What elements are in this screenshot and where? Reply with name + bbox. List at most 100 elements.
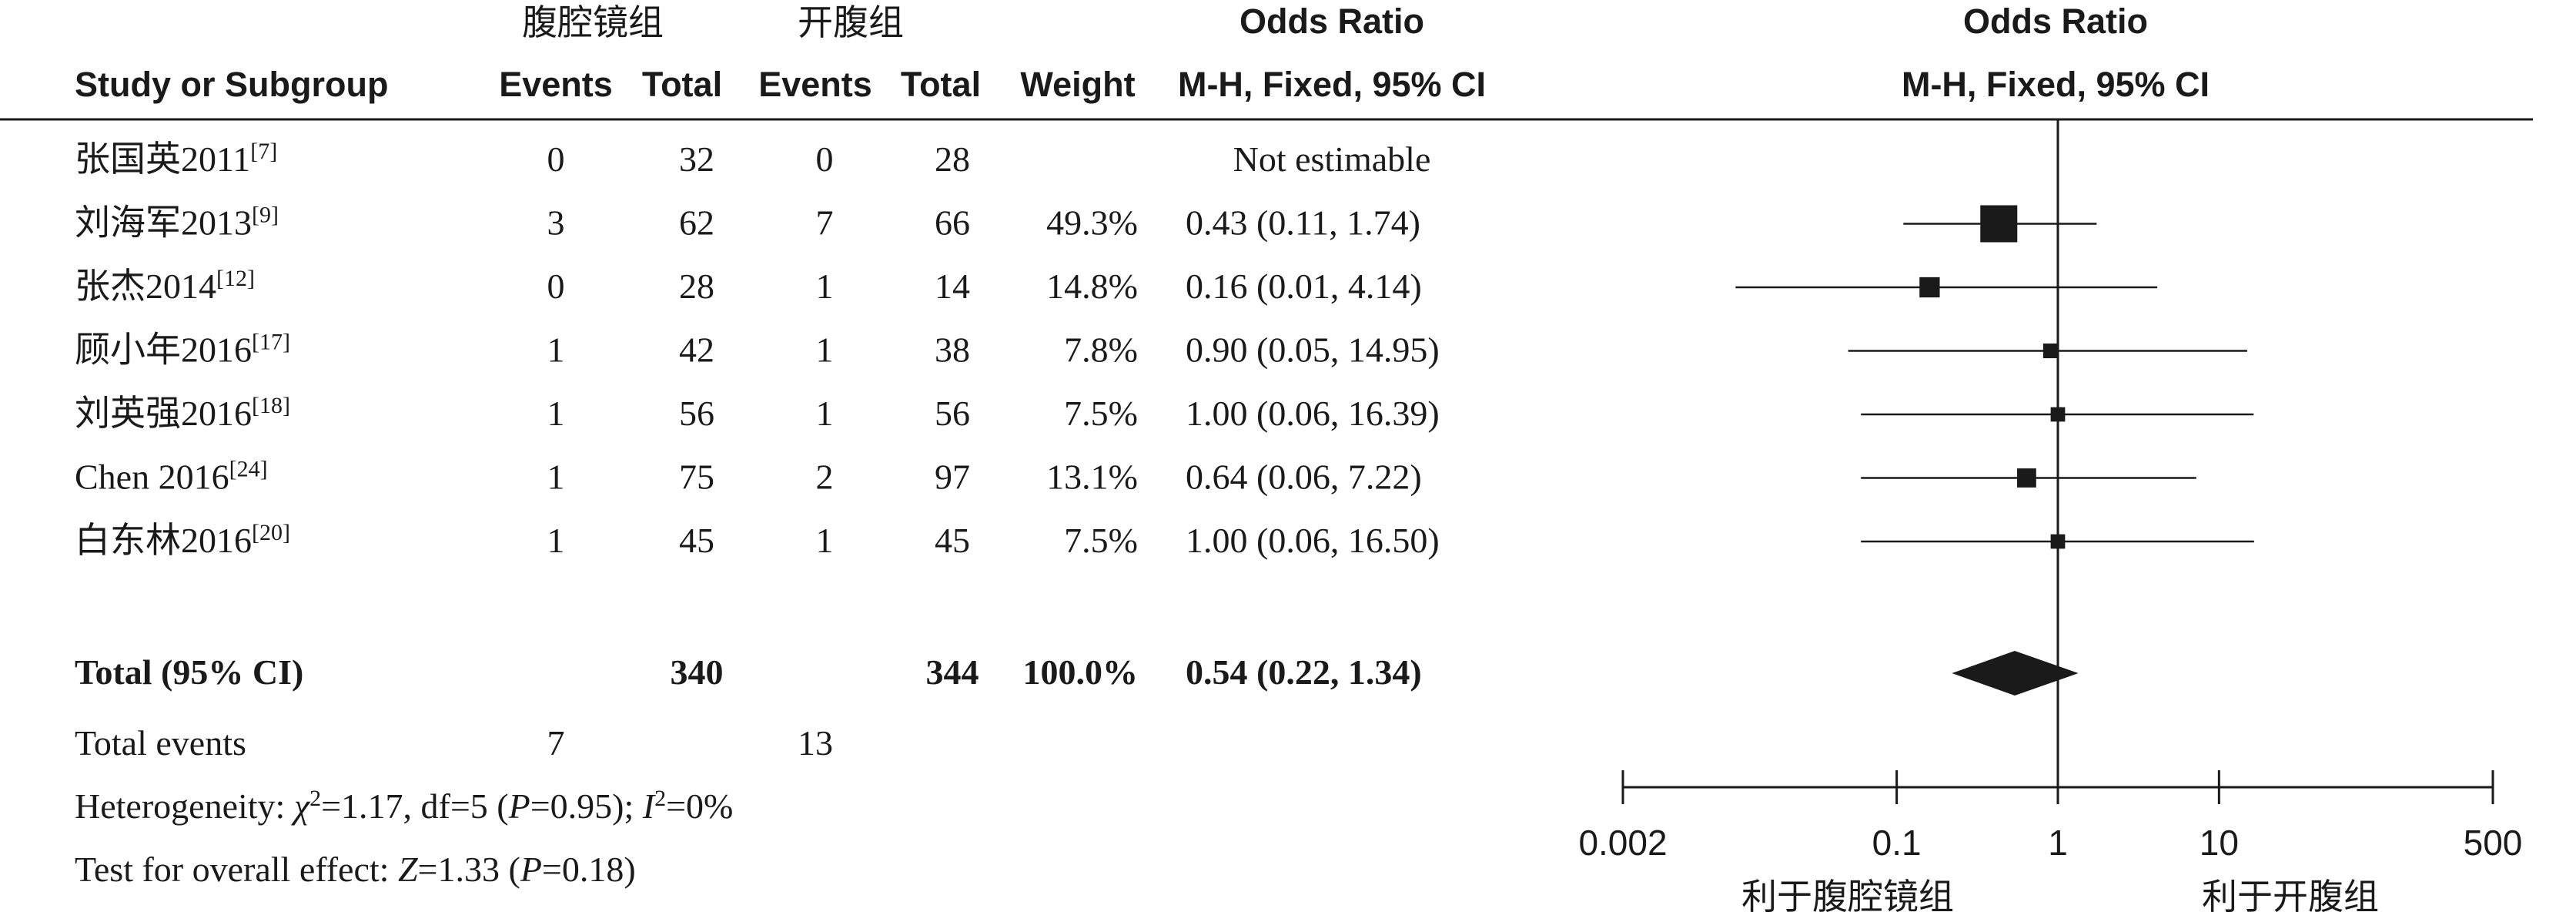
study-reference: [20]	[252, 520, 290, 545]
weight-cell: 7.5%	[1064, 394, 1138, 433]
study-name-text: 白东林2016	[75, 521, 252, 560]
weight-cell: 49.3%	[1046, 203, 1138, 243]
ci-cell: 1.00 (0.06, 16.50)	[1186, 521, 1440, 560]
total-n1: 340	[671, 652, 724, 692]
effect-square	[2050, 407, 2066, 422]
chi-exponent: 2	[309, 786, 321, 811]
i-symbol: I	[642, 786, 657, 826]
group1-header: 腹腔镜组	[522, 2, 664, 42]
events2-cell: 7	[816, 203, 834, 243]
total2-cell: 66	[935, 203, 970, 243]
effect-square	[1980, 205, 2018, 243]
study-name-text: 张国英2011	[75, 139, 250, 179]
events2-cell: 0	[816, 139, 834, 179]
heterogeneity-prefix: Heterogeneity:	[75, 786, 294, 826]
study-column-header: Study or Subgroup	[75, 65, 388, 104]
study-name: 顾小年2016[17]	[75, 330, 290, 370]
total2-cell: 14	[935, 267, 970, 306]
study-reference: [12]	[216, 266, 255, 291]
study-row: 顾小年2016[17] 1 42 1 38 7.8% 0.90 (0.05, 14.95)	[75, 330, 1440, 370]
total1-cell: 42	[679, 330, 714, 370]
total-ci: 0.54 (0.22, 1.34)	[1186, 652, 1422, 692]
total-events-label: Total events	[75, 723, 246, 763]
method-column-header: M-H, Fixed, 95% CI	[1178, 65, 1486, 104]
study-name: 张国英2011[7]	[75, 139, 277, 179]
chi-rest: =1.17, df=5 (	[321, 786, 509, 826]
x-tick-label: 500	[2464, 823, 2523, 863]
study-name: 刘英强2016[18]	[75, 393, 290, 433]
pooled-effect-diamond	[1952, 651, 2079, 696]
events2-column-header: Events	[758, 65, 872, 104]
events2-cell: 1	[816, 267, 834, 306]
total2-cell: 38	[935, 330, 970, 370]
total1-cell: 32	[679, 139, 714, 179]
total1-column-header: Total	[642, 65, 722, 104]
events1-cell: 1	[547, 458, 565, 497]
odds-ratio-column-title: Odds Ratio	[1239, 2, 1424, 41]
total-events-row: Total events 7 13	[75, 723, 833, 763]
study-reference: [9]	[252, 203, 279, 228]
favours-left-label: 利于腹腔镜组	[1741, 877, 1954, 917]
study-name-text: 刘海军2013	[75, 203, 252, 243]
events2-cell: 1	[816, 394, 834, 433]
i-rest: =0%	[666, 786, 733, 826]
total2-cell: 28	[935, 139, 970, 179]
total2-cell: 45	[935, 521, 970, 560]
study-reference: [7]	[250, 139, 277, 164]
events1-cell: 3	[547, 203, 565, 243]
total-row: Total (95% CI) 340 344 100.0% 0.54 (0.22…	[75, 652, 1422, 692]
het-p-symbol: P	[508, 786, 530, 826]
study-name: 刘海军2013[9]	[75, 203, 279, 243]
weight-cell: 7.5%	[1064, 521, 1138, 560]
total1-cell: 28	[679, 267, 714, 306]
total-weight: 100.0%	[1023, 652, 1139, 692]
total-events-e2: 13	[798, 723, 833, 763]
het-p-rest: =0.95);	[530, 786, 643, 826]
x-tick-label: 0.1	[1872, 823, 1922, 863]
weight-cell: 7.8%	[1064, 330, 1138, 370]
effect-square	[2017, 468, 2036, 488]
favours-right-label: 利于开腹组	[2202, 877, 2379, 917]
heterogeneity-line: Heterogeneity: χ2=1.17, df=5 (P=0.95); I…	[75, 786, 733, 826]
effect-square	[1919, 277, 1940, 298]
study-row: 张国英2011[7] 0 32 0 28 Not estimable	[75, 139, 1430, 179]
ci-cell: 0.43 (0.11, 1.74)	[1186, 203, 1420, 243]
study-name: 白东林2016[20]	[75, 520, 290, 560]
total1-cell: 45	[679, 521, 714, 560]
events1-column-header: Events	[499, 65, 613, 104]
events2-cell: 1	[816, 521, 834, 560]
ci-cell: 0.64 (0.06, 7.22)	[1186, 458, 1422, 497]
study-row: Chen 2016[24] 1 75 2 97 13.1% 0.64 (0.06, 7.22…	[75, 457, 1422, 497]
forest-plot: 0.002 0.1 1 10 500	[1578, 119, 2522, 863]
events1-cell: 0	[547, 139, 565, 179]
weight-column-header: Weight	[1020, 65, 1135, 104]
events2-cell: 2	[816, 458, 834, 497]
study-name: Chen 2016[24]	[75, 457, 268, 497]
events1-cell: 1	[547, 521, 565, 560]
study-row: 刘海军2013[9] 3 62 7 66 49.3% 0.43 (0.11, 1.74)	[75, 203, 1420, 243]
study-name: 张杰2014[12]	[75, 266, 255, 306]
study-row: 张杰2014[12] 0 28 1 14 14.8% 0.16 (0.01, 4.14)	[75, 266, 1422, 306]
study-name-text: 顾小年2016	[75, 330, 252, 370]
overall-p-rest: =0.18)	[542, 850, 636, 889]
events2-cell: 1	[816, 330, 834, 370]
total-n2: 344	[926, 652, 979, 692]
total1-cell: 62	[679, 203, 714, 243]
z-symbol: Z	[398, 850, 418, 889]
total-label: Total (95% CI)	[75, 652, 303, 692]
events1-cell: 1	[547, 330, 565, 370]
weight-cell: 13.1%	[1046, 458, 1138, 497]
i-exponent: 2	[654, 786, 666, 811]
chi-symbol: χ	[291, 786, 311, 826]
total1-cell: 75	[679, 458, 714, 497]
study-name-text: Chen 2016	[75, 458, 229, 497]
study-name-text: 刘英强2016	[75, 394, 252, 433]
ci-cell: 0.16 (0.01, 4.14)	[1186, 267, 1422, 306]
total-events-e1: 7	[547, 723, 565, 763]
total2-column-header: Total	[901, 65, 981, 104]
study-reference: [24]	[229, 457, 268, 482]
study-reference: [17]	[252, 330, 290, 355]
study-name-text: 张杰2014	[75, 267, 216, 306]
